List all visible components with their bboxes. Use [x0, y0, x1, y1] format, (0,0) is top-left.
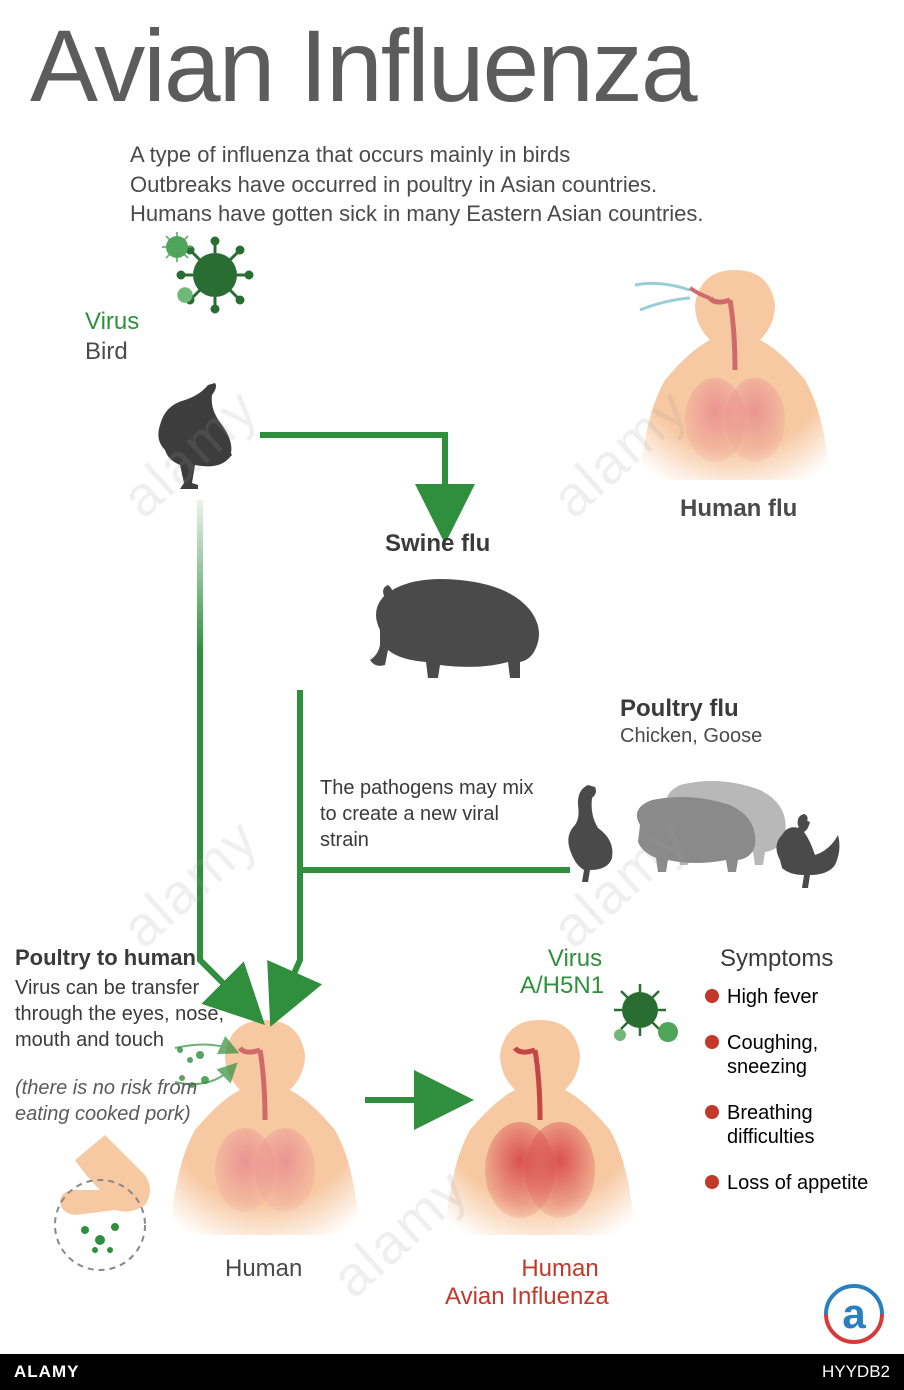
symptom-item: Breathing difficulties	[705, 1101, 885, 1149]
watermark: alamy	[109, 375, 271, 530]
bird-label: Bird	[85, 338, 128, 366]
intro-text: A type of influenza that occurs mainly i…	[130, 140, 704, 229]
watermark: alamy	[539, 805, 701, 960]
poultry-to-human-body: Virus can be transfer through the eyes, …	[15, 975, 225, 1053]
poultry-to-human-note: (there is no risk from eating cooked por…	[15, 1075, 215, 1127]
symptoms-title: Symptoms	[720, 945, 833, 973]
watermark: alamy	[539, 375, 701, 530]
human-flu-figure	[635, 270, 830, 480]
bird-icon	[158, 383, 232, 489]
footer-right: HYYDB2	[822, 1362, 890, 1382]
virus-icon	[162, 232, 252, 312]
virus-label: Virus	[85, 308, 139, 336]
poultry-to-human-title: Poultry to human	[15, 945, 196, 971]
footer-bar: ALAMY HYYDB2	[0, 1354, 904, 1390]
virus-h5n1-label-1: Virus	[530, 945, 620, 973]
symptom-item: Loss of appetite	[705, 1171, 885, 1195]
mix-note: The pathogens may mix to create a new vi…	[320, 775, 540, 853]
human-label: Human	[225, 1255, 302, 1283]
poultry-group-icon	[568, 781, 839, 888]
intro-line: Humans have gotten sick in many Eastern …	[130, 199, 704, 229]
symptom-item: High fever	[705, 985, 885, 1009]
swine-flu-label: Swine flu	[385, 530, 490, 558]
pig-icon	[370, 579, 539, 678]
alamy-logo-icon: a	[824, 1284, 884, 1344]
page-title: Avian Influenza	[30, 8, 696, 125]
symptoms-list: High fever Coughing, sneezing Breathing …	[705, 985, 885, 1217]
footer-left: ALAMY	[14, 1362, 79, 1382]
intro-line: A type of influenza that occurs mainly i…	[130, 140, 704, 170]
virus-h5n1-icon	[614, 984, 678, 1042]
human-avian-label-2: Avian Influenza	[445, 1283, 609, 1311]
poultry-sub-label: Chicken, Goose	[620, 725, 762, 748]
hand-icon	[55, 1135, 150, 1270]
intro-line: Outbreaks have occurred in poultry in As…	[130, 170, 704, 200]
virus-h5n1-label-2: A/H5N1	[520, 972, 604, 1000]
human-avian-figure	[445, 1020, 635, 1235]
human-flu-label: Human flu	[680, 495, 797, 523]
symptom-item: Coughing, sneezing	[705, 1031, 885, 1079]
watermark: alamy	[109, 805, 271, 960]
human-avian-label-1: Human	[500, 1255, 620, 1283]
poultry-flu-label: Poultry flu	[620, 695, 739, 723]
